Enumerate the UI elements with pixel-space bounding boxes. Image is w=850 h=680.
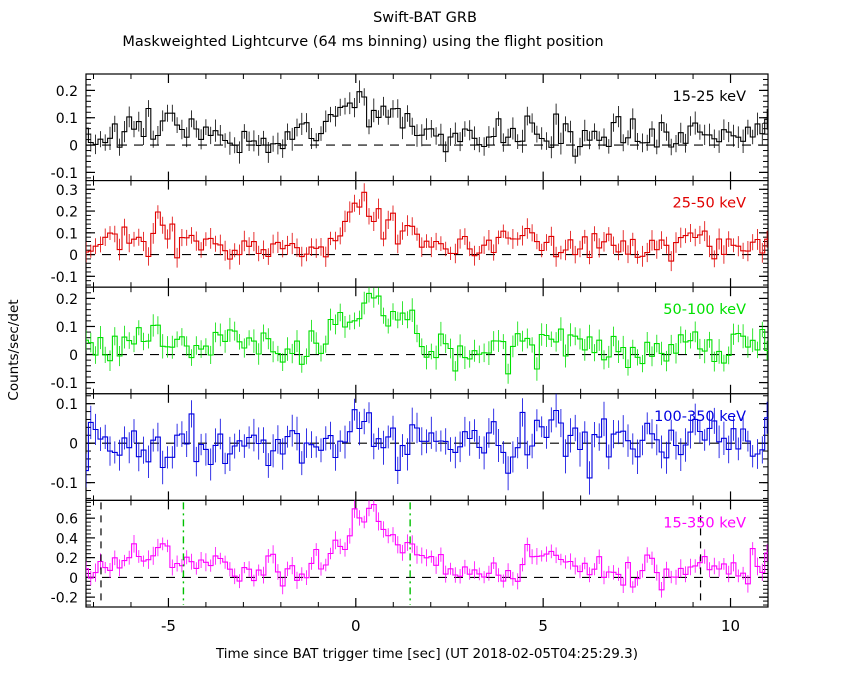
y-tick-label: 0.3: [56, 183, 78, 199]
x-axis-label: Time since BAT trigger time [sec] (UT 20…: [215, 646, 638, 662]
panel-frame: [85, 286, 769, 395]
panel-25-50-kev: -0.1 0 0.1 0.2 0.3 25-50 keV: [51, 180, 769, 288]
lightcurve-line: [86, 91, 768, 157]
energy-band-label: 15-350 keV: [663, 515, 746, 531]
y-tick-label: 0.2: [56, 292, 78, 308]
x-tick-label: 10: [721, 617, 740, 635]
energy-band-label: 15-25 keV: [673, 89, 747, 105]
y-tick-label: 0.2: [56, 551, 78, 567]
figure-title: Swift-BAT GRB: [373, 10, 477, 26]
figure-subtitle: Maskweighted Lightcurve (64 ms binning) …: [122, 34, 603, 50]
y-tick-label: 0: [69, 571, 78, 587]
panel-frame: [85, 180, 769, 288]
y-tick-label: 0.1: [56, 320, 78, 336]
y-tick-label: 0: [69, 139, 78, 155]
y-tick-label: 0: [69, 248, 78, 264]
y-tick-label: -0.1: [51, 376, 78, 392]
y-tick-label: 0: [69, 348, 78, 364]
y-tick-label: 0.2: [56, 205, 78, 221]
lightcurve-series: [86, 500, 768, 598]
lightcurve-series: [86, 393, 768, 495]
energy-band-label: 50-100 keV: [663, 302, 746, 318]
lightcurve-series: [86, 183, 768, 272]
y-tick-label: 0.2: [56, 84, 78, 100]
panel-group: -0.1 0 0.1 0.2 15-25 keV -0.1 0 0.1 0.2 0.3 25-50 …: [51, 73, 769, 608]
lightcurve-line: [86, 292, 768, 375]
y-tick-label: -0.2: [51, 591, 78, 607]
lightcurve-line: [86, 504, 768, 591]
y-tick-label: 0: [69, 437, 78, 453]
energy-band-label: 100-350 keV: [654, 409, 746, 425]
panel-50-100-kev: -0.1 0 0.1 0.2 50-100 keV: [51, 286, 769, 395]
panel-15-350-kev: -0.2 0 0.2 0.4 0.6 15-350 keV: [51, 499, 769, 608]
energy-band-label: 25-50 keV: [673, 196, 747, 212]
lightcurve-series: [86, 80, 768, 164]
x-tick-label: 5: [538, 617, 548, 635]
panel-15-25-kev: -0.1 0 0.1 0.2 15-25 keV: [51, 73, 769, 182]
x-tick-label: -5: [161, 617, 176, 635]
y-tick-label: 0.1: [56, 397, 78, 413]
y-tick-label: -0.1: [51, 270, 78, 286]
lightcurve-series: [86, 287, 768, 384]
y-tick-label: -0.1: [51, 476, 78, 492]
lightcurve-line: [86, 191, 768, 262]
panel-100-350-kev: -0.1 0 0.1 100-350 keV: [51, 393, 769, 501]
y-tick-label: 0.1: [56, 111, 78, 127]
lightcurve-line: [86, 409, 768, 479]
x-tick-label: 0: [351, 617, 361, 635]
y-tick-label: -0.1: [51, 166, 78, 182]
y-tick-label: 0.1: [56, 226, 78, 242]
y-tick-label: 0.6: [56, 512, 78, 528]
y-axis-label: Counts/sec/det: [6, 299, 22, 400]
y-tick-label: 0.4: [56, 531, 78, 547]
